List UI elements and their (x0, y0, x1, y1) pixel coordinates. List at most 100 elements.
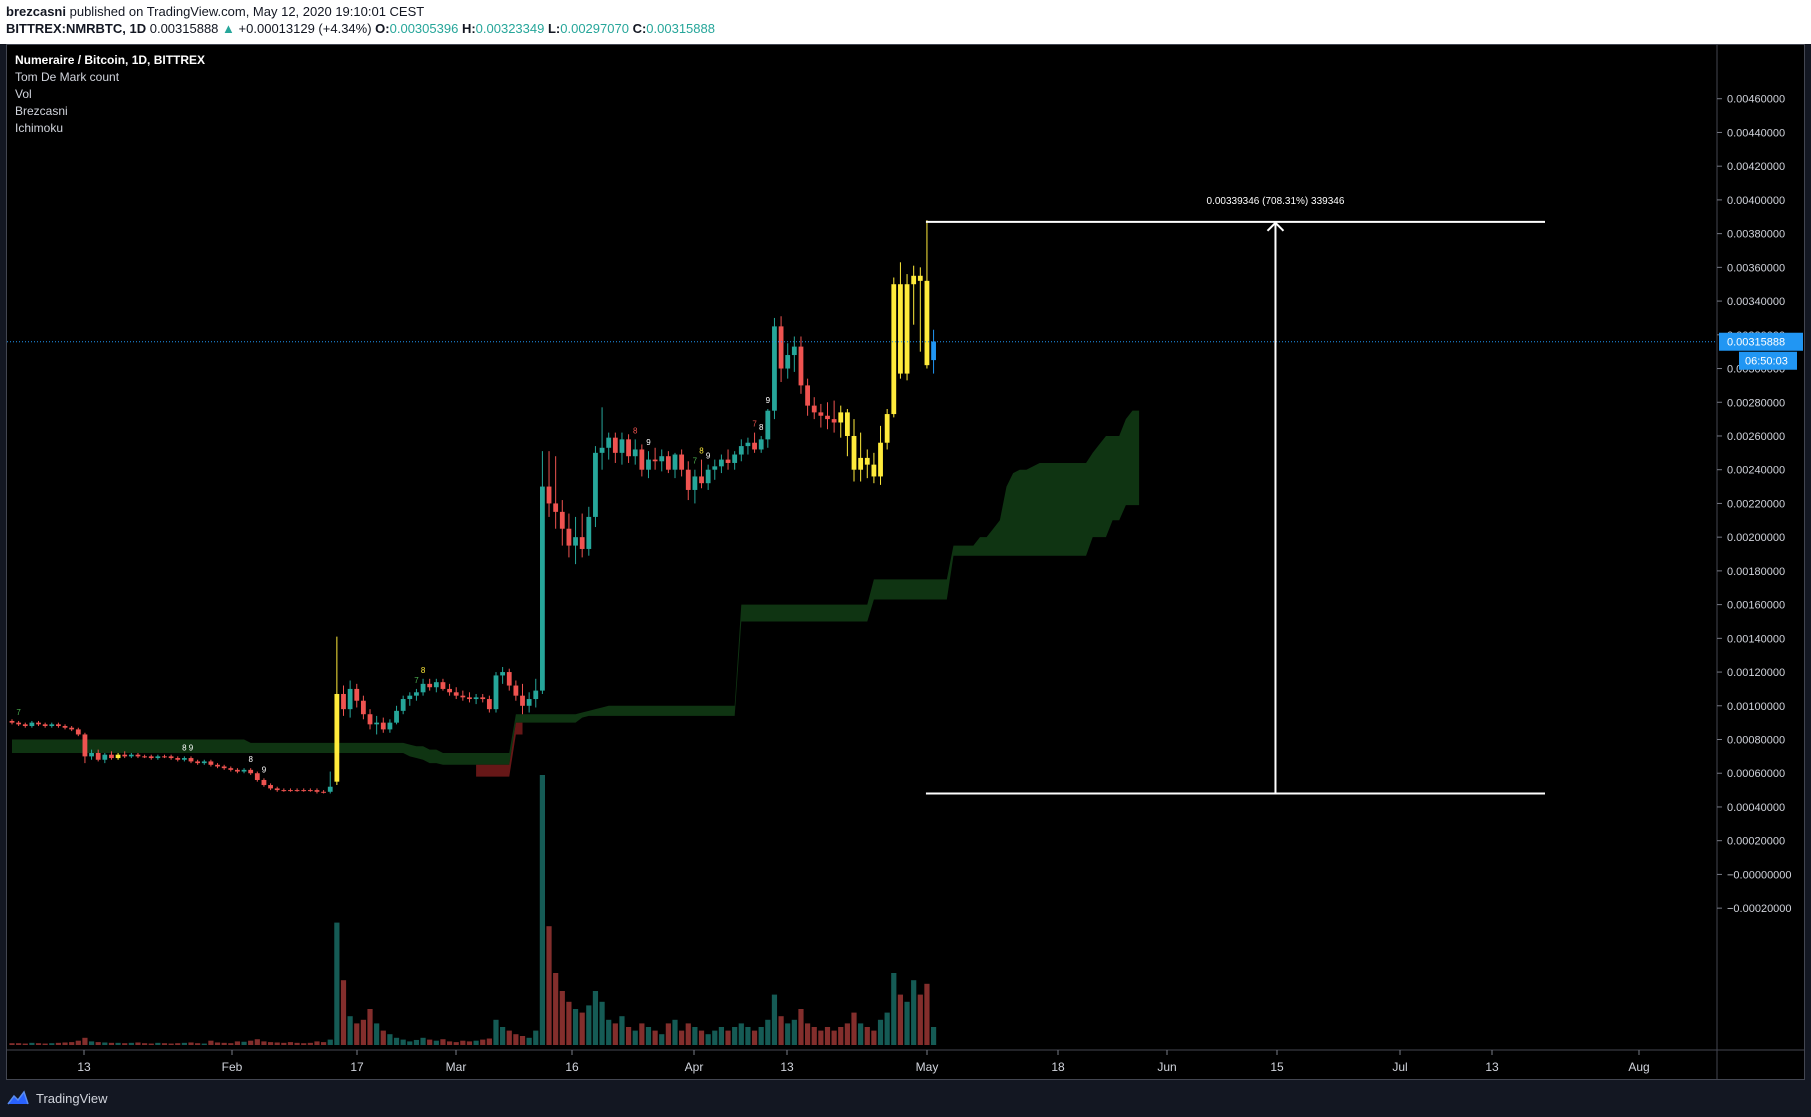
price-change: +0.00013129 (+4.34%) (238, 21, 372, 36)
chart-title[interactable]: Numeraire / Bitcoin, 1D, BITTREX (15, 53, 206, 67)
volume-bar (195, 1043, 201, 1045)
candle-body (281, 790, 287, 792)
candle-body (586, 516, 592, 549)
candle-body (215, 764, 220, 767)
volume-bar (844, 1023, 850, 1045)
td-count-label: 8 (699, 447, 704, 456)
candle-body (407, 695, 413, 700)
candle-body (56, 724, 61, 727)
volume-bar (367, 1009, 373, 1045)
td-count-label: 7 (693, 457, 698, 466)
candle-body (632, 449, 638, 457)
volume-bar (858, 1023, 864, 1045)
candle-body (540, 486, 545, 691)
chart-panel[interactable]: 0.00460000 0.00440000 0.00420000 0.00400000… (6, 44, 1805, 1080)
volume-bar (102, 1042, 108, 1045)
price-tick-label: 0.00020000 (1727, 836, 1785, 848)
candle-body (168, 756, 174, 759)
price-tick-label: 0.00380000 (1727, 229, 1785, 241)
volume-bar (751, 1030, 758, 1045)
indicator-brezcasni[interactable]: Brezcasni (15, 104, 68, 118)
candle-body (453, 692, 459, 696)
volume-bar (612, 1023, 618, 1045)
volume-bar (546, 926, 552, 1045)
volume-bar (188, 1042, 194, 1045)
candle-body (327, 786, 333, 792)
volume-bar (446, 1041, 453, 1045)
volume-bar (261, 1041, 267, 1045)
candle-body (838, 412, 844, 423)
candle-body (380, 722, 386, 730)
candle-body (626, 439, 631, 457)
candle-body (175, 758, 181, 760)
tradingview-logo-icon (7, 1090, 29, 1105)
close-value: 0.00315888 (646, 21, 715, 36)
volume-bar (228, 1043, 234, 1045)
volume-bar (566, 1001, 572, 1045)
candle-body (891, 284, 897, 415)
candle-body (500, 672, 506, 676)
chart-background (7, 45, 1804, 1079)
open-label: O: (375, 21, 390, 36)
volume-bar (62, 1042, 68, 1045)
candle-body (321, 791, 327, 793)
volume-bar (659, 1034, 665, 1045)
bar-countdown: 06:50:03 (1745, 356, 1788, 368)
price-chart[interactable]: 0.00460000 0.00440000 0.00420000 0.00400000… (7, 45, 1804, 1079)
time-tick-label: Mar (446, 1060, 467, 1074)
volume-bar (791, 1019, 797, 1045)
publish-header: brezcasni published on TradingView.com, … (0, 0, 1811, 44)
volume-bar (314, 1041, 320, 1045)
candle-body (884, 414, 890, 443)
indicator-vol[interactable]: Vol (15, 87, 32, 101)
candle-body (248, 769, 254, 774)
volume-bar (877, 1019, 884, 1045)
volume-bar (108, 1042, 115, 1045)
volume-bar (460, 1040, 466, 1045)
candle-body (619, 439, 625, 453)
price-tick-label: −0.00020000 (1727, 903, 1792, 915)
volume-bar (639, 1023, 645, 1045)
td-count-label: 8 (759, 423, 764, 432)
volume-bar (811, 1027, 817, 1045)
candle-body (805, 385, 810, 406)
candle-body (825, 415, 830, 420)
candle-body (692, 476, 698, 490)
volume-bar (393, 1037, 400, 1045)
tradingview-brand[interactable]: TradingView (6, 1090, 108, 1106)
price-tick-label: 0.00260000 (1727, 431, 1785, 443)
volume-bar (917, 994, 923, 1045)
volume-bar (831, 1030, 837, 1045)
volume-bar (16, 1043, 22, 1045)
candle-body (526, 699, 532, 706)
volume-bar (248, 1040, 254, 1045)
indicator-ichimoku[interactable]: Ichimoku (15, 121, 64, 135)
volume-bar (911, 980, 917, 1045)
volume-bar (294, 1042, 300, 1045)
volume-bar (161, 1043, 168, 1045)
candle-body (685, 469, 691, 490)
volume-bar (632, 1030, 638, 1045)
volume-bar (745, 1027, 751, 1045)
price-tick-label: 0.00360000 (1727, 262, 1785, 274)
candle-body (115, 754, 121, 759)
td-count-label: 8 (182, 743, 187, 752)
candle-body (467, 697, 472, 700)
candle-body (387, 722, 393, 730)
author-name[interactable]: brezcasni (6, 4, 66, 19)
low-value: 0.00297070 (560, 21, 629, 36)
volume-bar (327, 1039, 333, 1045)
candle-body (109, 754, 114, 759)
volume-bar (771, 994, 778, 1045)
volume-bar (142, 1043, 148, 1045)
candle-body (765, 410, 771, 440)
volume-bar (486, 1038, 492, 1045)
candle-body (851, 435, 857, 470)
indicator-tdcount[interactable]: Tom De Mark count (15, 70, 120, 84)
volume-bar (254, 1039, 260, 1045)
candle-body (307, 790, 313, 792)
volume-bar (500, 1027, 506, 1045)
volume-bar (453, 1042, 459, 1045)
candle-body (221, 766, 227, 769)
volume-bar (533, 1030, 539, 1045)
